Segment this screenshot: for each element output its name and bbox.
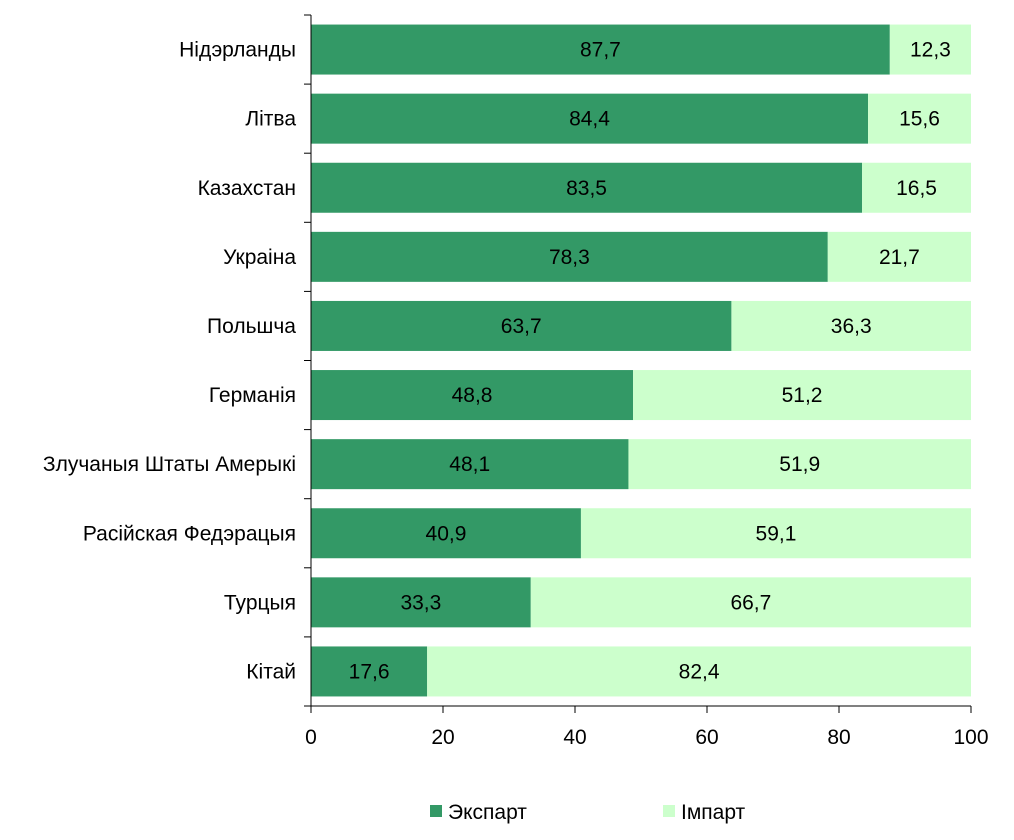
category-label-7: Расійская Федэрацыя [83,522,296,545]
data-label-export-8: 33,3 [400,591,441,614]
bar-export-2 [311,162,863,213]
value-tick-label-3: 60 [695,726,718,749]
bar-import-5 [633,370,971,421]
bar-import-9 [427,646,971,697]
legend-swatch-export [430,805,442,817]
data-label-import-7: 59,1 [756,522,797,545]
data-label-import-4: 36,3 [831,315,872,338]
bar-import-3 [827,231,971,282]
value-tick-label-5: 100 [953,726,988,749]
bar-export-0 [311,24,890,75]
value-tick-label-2: 40 [563,726,586,749]
bar-import-8 [530,577,971,628]
legend-swatch-import [663,805,675,817]
category-label-4: Польшча [207,315,296,338]
bar-import-0 [889,24,971,75]
axes-layer: Нідэрланды Літва Казахстан Украіна Польшча Ге… [43,14,989,749]
data-label-export-1: 84,4 [569,108,610,131]
category-label-6: Злучаныя Штаты Амерыкі [43,453,296,476]
data-label-export-0: 87,7 [580,39,621,62]
bar-export-8 [311,577,531,628]
bar-import-4 [731,300,971,351]
data-label-export-4: 63,7 [501,315,542,338]
data-label-export-6: 48,1 [449,453,490,476]
legend: Экспарт Імпарт [430,801,746,824]
category-label-2: Казахстан [198,177,296,200]
data-label-export-9: 17,6 [349,660,390,683]
category-label-0: Нідэрланды [179,39,296,62]
data-label-export-5: 48,8 [452,384,493,407]
bar-import-1 [868,93,971,144]
category-label-5: Германія [209,384,296,407]
value-tick-label-1: 20 [431,726,454,749]
bars-layer: 87,7 12,3 84,4 15,6 83,5 16,5 78,3 21,7 63,7 36,3… [311,24,971,697]
value-tick-label-4: 80 [827,726,850,749]
legend-label-export: Экспарт [448,801,527,824]
category-label-8: Турцыя [224,591,296,614]
bar-export-6 [311,439,629,490]
data-label-import-3: 21,7 [879,246,920,269]
data-label-import-2: 16,5 [896,177,937,200]
category-label-3: Украіна [223,246,296,269]
data-label-import-5: 51,2 [782,384,823,407]
data-label-export-2: 83,5 [566,177,607,200]
value-tick-label-0: 0 [305,726,317,749]
bar-import-6 [628,439,971,490]
data-label-import-9: 82,4 [679,660,720,683]
bar-export-3 [311,231,828,282]
category-label-9: Кітай [246,660,296,683]
data-label-import-1: 15,6 [899,108,940,131]
data-label-export-7: 40,9 [426,522,467,545]
data-label-import-8: 66,7 [730,591,771,614]
bar-import-7 [580,508,971,559]
bar-export-9 [311,646,428,697]
category-label-1: Літва [245,108,296,131]
data-label-import-6: 51,9 [779,453,820,476]
bar-export-5 [311,370,634,421]
data-label-import-0: 12,3 [910,39,951,62]
bar-export-4 [311,300,732,351]
bar-export-1 [311,93,869,144]
bar-import-2 [862,162,971,213]
data-label-export-3: 78,3 [549,246,590,269]
legend-label-import: Імпарт [681,801,746,824]
bar-export-7 [311,508,581,559]
